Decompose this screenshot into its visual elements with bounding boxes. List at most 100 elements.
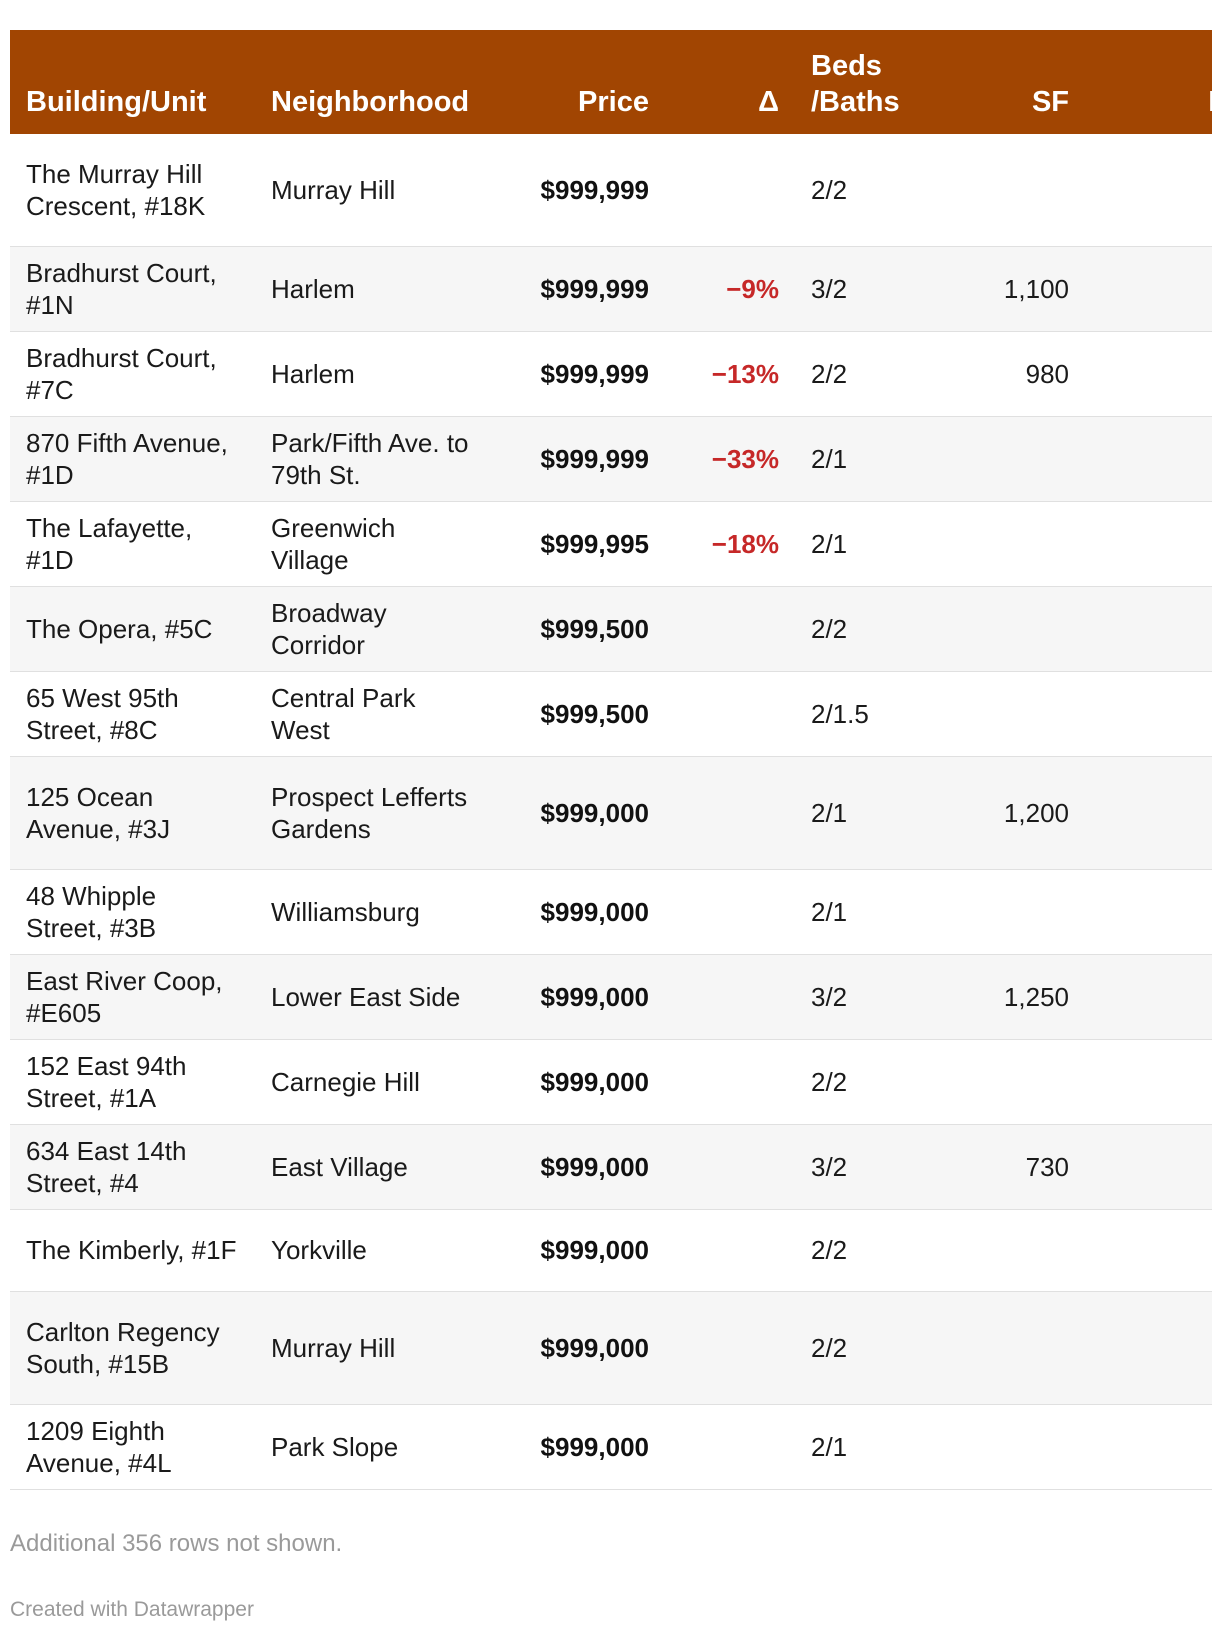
cell-maintenance: $2,29 <box>1085 1209 1212 1292</box>
cell-maintenance: $2,30 <box>1085 671 1212 757</box>
cell-neighborhood: Harlem <box>255 246 485 332</box>
cell-price: $999,000 <box>485 1209 665 1292</box>
cell-delta <box>665 1124 795 1210</box>
cell-price: $999,999 <box>485 134 665 247</box>
column-header-delta[interactable]: Δ <box>665 30 795 134</box>
cell-building: The Lafayette, #1D <box>10 501 255 587</box>
cell-beds-baths: 2/2 <box>795 1039 935 1125</box>
cell-maintenance: $2,82 <box>1085 586 1212 672</box>
cell-building: The Opera, #5C <box>10 586 255 672</box>
column-header-beds-line1: Beds <box>811 50 882 82</box>
cell-delta <box>665 586 795 672</box>
cell-sf: 1,250 <box>935 954 1085 1040</box>
cell-price: $999,999 <box>485 416 665 502</box>
cell-maintenance: $2,60 <box>1085 1039 1212 1125</box>
cell-beds-baths: 2/1 <box>795 501 935 587</box>
cell-maintenance: $1,20 <box>1085 756 1212 870</box>
column-header-building[interactable]: Building/Unit <box>10 30 255 134</box>
column-header-beds-line2: /Baths <box>811 86 900 118</box>
cell-building: 48 Whipple Street, #3B <box>10 869 255 955</box>
cell-maintenance: $1,46 <box>1085 869 1212 955</box>
cell-beds-baths: 2/2 <box>795 331 935 417</box>
cell-delta <box>665 1404 795 1490</box>
cell-price: $999,500 <box>485 586 665 672</box>
cell-building: Carlton Regency South, #15B <box>10 1291 255 1405</box>
cell-neighborhood: Broadway Corridor <box>255 586 485 672</box>
cell-sf <box>935 1291 1085 1405</box>
cell-beds-baths: 3/2 <box>795 246 935 332</box>
cell-price: $999,500 <box>485 671 665 757</box>
cell-maintenance: $3,59 <box>1085 1291 1212 1405</box>
listings-table-container: Building/Unit Neighborhood Price Δ Beds /… <box>10 30 1212 1490</box>
cell-delta <box>665 1039 795 1125</box>
cell-sf <box>935 1209 1085 1292</box>
column-header-price[interactable]: Price <box>485 30 665 134</box>
table-row: The Opera, #5C Broadway Corridor $999,500 2… <box>10 586 1212 672</box>
cell-delta: −13% <box>665 331 795 417</box>
cell-beds-baths: 3/2 <box>795 1124 935 1210</box>
column-header-maint[interactable]: Maint <box>1085 30 1212 134</box>
cell-beds-baths: 2/1.5 <box>795 671 935 757</box>
cell-price: $999,000 <box>485 1039 665 1125</box>
cell-neighborhood: Murray Hill <box>255 134 485 247</box>
cell-delta <box>665 1209 795 1292</box>
cell-neighborhood: Park/Fifth Ave. to 79th St. <box>255 416 485 502</box>
cell-beds-baths: 2/2 <box>795 134 935 247</box>
cell-price: $999,999 <box>485 246 665 332</box>
cell-sf <box>935 501 1085 587</box>
column-header-sf[interactable]: SF <box>935 30 1085 134</box>
table-row: 152 East 94th Street, #1A Carnegie Hill $9… <box>10 1039 1212 1125</box>
cell-maintenance: $2,12 <box>1085 501 1212 587</box>
cell-building: East River Coop, #E605 <box>10 954 255 1040</box>
column-header-beds-baths[interactable]: Beds/Baths <box>795 30 935 134</box>
cell-price: $999,000 <box>485 756 665 870</box>
cell-delta <box>665 671 795 757</box>
table-row: 125 Ocean Avenue, #3J Prospect Lefferts G… <box>10 756 1212 870</box>
cell-delta <box>665 756 795 870</box>
cell-price: $999,000 <box>485 1291 665 1405</box>
table-row: 1209 Eighth Avenue, #4L Park Slope $999,00… <box>10 1404 1212 1490</box>
table-row: East River Coop, #E605 Lower East Side $99… <box>10 954 1212 1040</box>
cell-building: 1209 Eighth Avenue, #4L <box>10 1404 255 1490</box>
cell-building: The Kimberly, #1F <box>10 1209 255 1292</box>
cell-building: 152 East 94th Street, #1A <box>10 1039 255 1125</box>
table-row: The Murray Hill Crescent, #18K Murray Hil… <box>10 134 1212 247</box>
cell-beds-baths: 2/2 <box>795 1291 935 1405</box>
cell-neighborhood: Williamsburg <box>255 869 485 955</box>
cell-maintenance: $ <box>1085 246 1212 332</box>
cell-neighborhood: Park Slope <box>255 1404 485 1490</box>
cell-building: 65 West 95th Street, #8C <box>10 671 255 757</box>
cell-price: $999,995 <box>485 501 665 587</box>
cell-beds-baths: 3/2 <box>795 954 935 1040</box>
table-row: 634 East 14th Street, #4 East Village $999… <box>10 1124 1212 1210</box>
cell-neighborhood: Murray Hill <box>255 1291 485 1405</box>
cell-price: $999,999 <box>485 331 665 417</box>
header-row: Building/Unit Neighborhood Price Δ Beds /… <box>10 30 1212 134</box>
cell-sf <box>935 1404 1085 1490</box>
cell-neighborhood: Yorkville <box>255 1209 485 1292</box>
cell-delta: −9% <box>665 246 795 332</box>
cell-maintenance: $1,84 <box>1085 954 1212 1040</box>
cell-sf <box>935 1039 1085 1125</box>
cell-beds-baths: 2/1 <box>795 416 935 502</box>
cell-building: The Murray Hill Crescent, #18K <box>10 134 255 247</box>
cell-maintenance: $94 <box>1085 1404 1212 1490</box>
cell-neighborhood: Prospect Lefferts Gardens <box>255 756 485 870</box>
cell-price: $999,000 <box>485 869 665 955</box>
cell-beds-baths: 2/2 <box>795 586 935 672</box>
table-row: Carlton Regency South, #15B Murray Hill $9… <box>10 1291 1212 1405</box>
cell-delta: −33% <box>665 416 795 502</box>
column-header-neighborhood[interactable]: Neighborhood <box>255 30 485 134</box>
cell-sf: 980 <box>935 331 1085 417</box>
cell-sf <box>935 416 1085 502</box>
cell-neighborhood: Central Park West <box>255 671 485 757</box>
cell-neighborhood: Lower East Side <box>255 954 485 1040</box>
datawrapper-credit: Created with Datawrapper <box>10 1598 254 1621</box>
cell-neighborhood: Carnegie Hill <box>255 1039 485 1125</box>
table-body: The Murray Hill Crescent, #18K Murray Hil… <box>10 134 1212 1490</box>
table-row: The Lafayette, #1D Greenwich Village $999,… <box>10 501 1212 587</box>
table-row: 870 Fifth Avenue, #1D Park/Fifth Ave. to … <box>10 416 1212 502</box>
cell-neighborhood: Harlem <box>255 331 485 417</box>
table-row: Bradhurst Court, #7C Harlem $999,999 −13% 2/… <box>10 331 1212 417</box>
